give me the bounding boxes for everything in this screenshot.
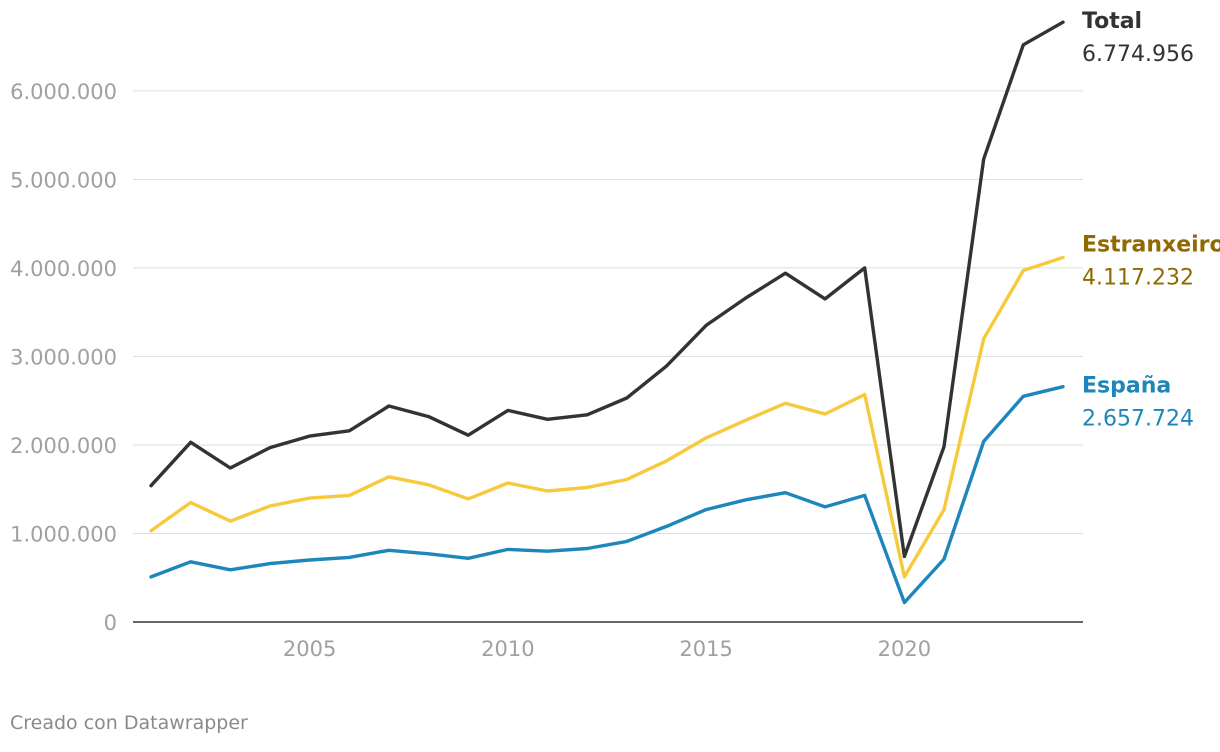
series-value-label-espana: 2.657.724 [1082,407,1194,432]
x-tick-labels: 2005 2010 2015 2020 [283,637,931,661]
series-value-label-estranxeiro: 4.117.232 [1082,266,1194,291]
series-name-label-total: Total [1082,9,1142,34]
series-line-total [149,20,1065,559]
y-tick-label: 6.000.000 [10,80,117,104]
grid-layer [133,90,1083,534]
y-tick-label: 1.000.000 [10,522,117,546]
y-tick-label: 4.000.000 [10,257,117,281]
y-tick-label: 0 [104,611,117,635]
series-name-label-estranxeiro: Estranxeiro [1082,233,1220,258]
y-tick-label: 3.000.000 [10,345,117,369]
series-end-labels: Total 6.774.956 Estranxeiro 4.117.232 España… [1082,9,1220,431]
x-tick-label: 2015 [679,637,732,661]
datawrapper-credit: Creado con Datawrapper [10,712,248,734]
series-line-estranxeiro [149,255,1065,579]
y-tick-label: 5.000.000 [10,168,117,192]
x-tick-label: 2020 [878,637,931,661]
y-tick-labels: 0 1.000.000 2.000.000 3.000.000 4.000.000 5.0… [10,80,117,635]
x-tick-label: 2005 [283,637,336,661]
series-line-espana [149,385,1065,605]
y-tick-label: 2.000.000 [10,434,117,458]
series-name-label-espana: España [1082,374,1171,399]
x-tick-label: 2010 [481,637,534,661]
series-value-label-total: 6.774.956 [1082,42,1194,67]
series-layer [149,20,1065,605]
